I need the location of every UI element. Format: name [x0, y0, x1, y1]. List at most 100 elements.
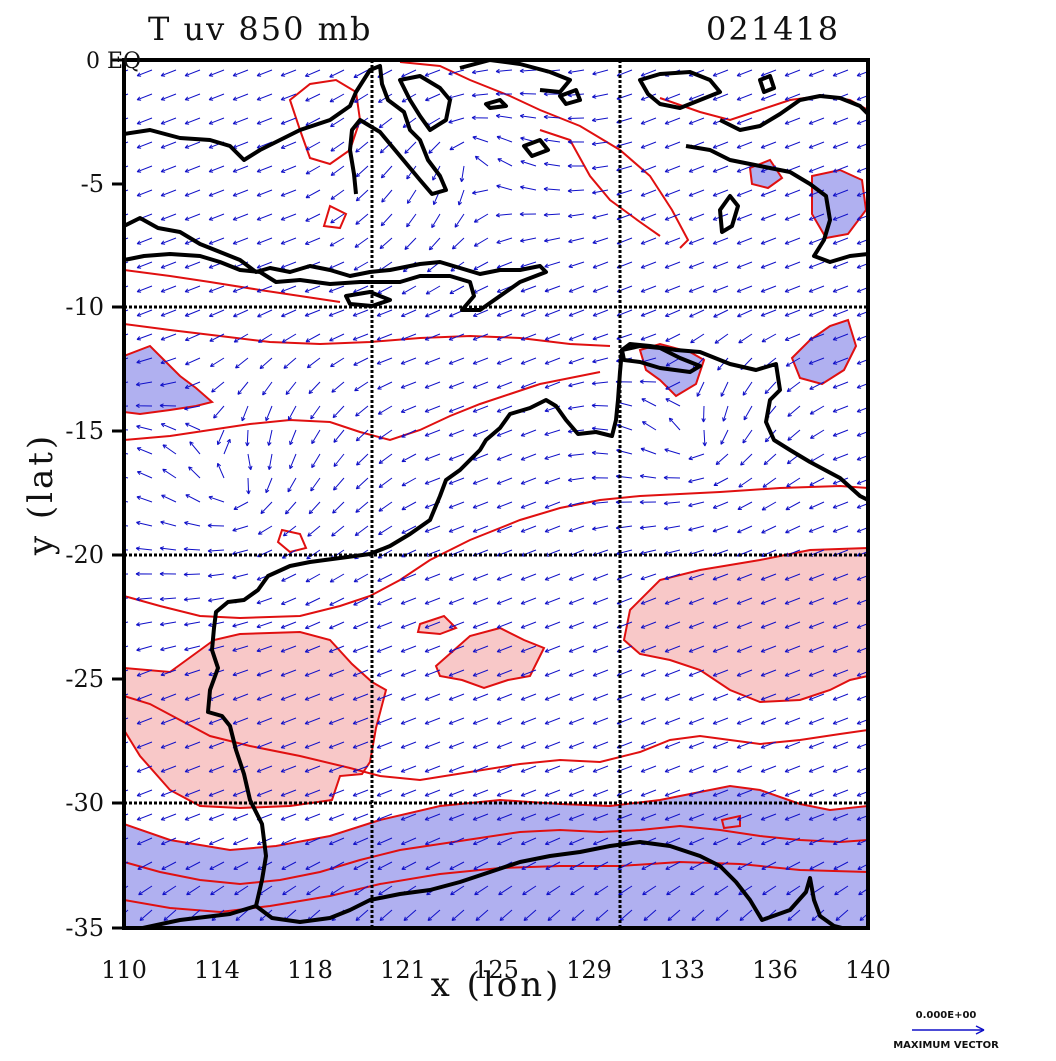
wind-vector-arrow: [856, 575, 868, 581]
wind-vector-arrow: [544, 477, 561, 485]
wind-vector-arrow: [520, 501, 537, 509]
wind-vector-arrow: [475, 909, 489, 921]
wind-vector-arrow: [702, 429, 707, 447]
wind-vector-arrow: [832, 261, 849, 269]
wind-vector-arrow: [304, 69, 321, 77]
wind-vector-arrow: [448, 357, 465, 365]
wind-vector-arrow: [355, 909, 369, 921]
wind-vector-arrow: [184, 381, 201, 389]
wind-vector-arrow: [235, 909, 249, 921]
wind-vector-arrow: [281, 573, 297, 582]
wind-vector-arrow: [496, 405, 513, 413]
wind-vector-arrow: [736, 645, 753, 653]
wind-vector-arrow: [448, 837, 465, 846]
wind-vector-arrow: [472, 837, 489, 846]
wind-vector-arrow: [135, 596, 153, 602]
wind-vector-arrow: [592, 837, 609, 846]
wind-vector-arrow: [185, 357, 201, 366]
wind-vector-arrow: [262, 934, 272, 947]
wind-vector-arrow: [377, 405, 393, 415]
wind-vector-arrow: [856, 311, 868, 317]
wind-vector-arrow: [640, 285, 657, 293]
wind-vector-arrow: [714, 333, 729, 344]
wind-vector-arrow: [784, 333, 801, 341]
wind-vector-arrow: [448, 621, 465, 629]
wind-vector-arrow: [808, 333, 825, 341]
wind-vector-arrow: [216, 462, 225, 479]
wind-vector-arrow: [856, 191, 868, 197]
wind-vector-arrow: [832, 669, 849, 677]
wind-vector-arrow: [496, 237, 513, 244]
wind-vector-arrow: [400, 333, 417, 341]
wind-vector-arrow: [160, 213, 177, 221]
y-tick-label: -30: [65, 789, 104, 817]
wind-vector-arrow: [640, 237, 657, 245]
y-tick-label: 0 EQ: [86, 49, 141, 74]
wind-vector-arrow: [856, 695, 868, 701]
wind-vector-arrow: [256, 669, 273, 677]
wind-vector-arrow: [235, 357, 249, 369]
wind-vector-arrow: [472, 717, 489, 725]
wind-vector-arrow: [520, 285, 537, 293]
wind-vector-arrow: [568, 813, 585, 821]
wind-vector-arrow: [784, 621, 801, 629]
wind-vector-arrow: [428, 141, 441, 154]
wind-vector-arrow: [473, 213, 489, 223]
plot-title: T uv 850 mb: [148, 10, 372, 48]
wind-vector-arrow: [304, 237, 321, 245]
wind-vector-arrow: [424, 405, 441, 413]
wind-vector-arrow: [306, 885, 321, 896]
wind-vector-arrow: [280, 261, 297, 269]
x-tick-label: 129: [566, 956, 612, 984]
wind-vector-arrow: [808, 789, 825, 797]
wind-vector-arrow: [740, 453, 753, 466]
x-tick-label: 118: [287, 956, 333, 984]
wind-vector-arrow: [760, 621, 777, 629]
wind-vector-arrow: [280, 621, 297, 629]
wind-vector-arrow: [310, 405, 321, 420]
wind-vector-arrow: [378, 885, 393, 896]
wind-vector-arrow: [742, 934, 752, 947]
wind-vector-arrow: [331, 381, 345, 393]
wind-vector-arrow: [136, 237, 153, 245]
y-tick-label: -35: [65, 914, 104, 942]
wind-vector-arrow: [690, 885, 705, 896]
wind-vector-arrow: [643, 909, 657, 921]
wind-vector-arrow: [160, 669, 177, 677]
wind-vector-arrow: [544, 261, 561, 268]
wind-vector-arrow: [832, 429, 849, 437]
wind-vector-arrow: [159, 596, 177, 602]
wind-vector-arrow: [712, 285, 729, 293]
wind-vector-arrow: [232, 165, 249, 173]
wind-vector-arrow: [311, 453, 321, 469]
wind-vector-arrow: [591, 475, 609, 481]
wind-vector-arrow: [376, 357, 393, 365]
wind-vector-arrow: [304, 837, 321, 846]
wind-vector-arrow: [424, 525, 441, 533]
wind-vector-arrow: [160, 69, 177, 77]
wind-vector-arrow: [448, 429, 465, 437]
wind-vector-arrow: [330, 141, 345, 152]
wind-vector-arrow: [377, 861, 393, 870]
wind-vector-arrow: [808, 117, 825, 125]
legend-vector-caption: MAXIMUM VECTOR: [893, 1040, 999, 1051]
wind-vector-arrow: [567, 188, 585, 194]
wind-vector-arrow: [688, 261, 705, 269]
wind-vector-arrow: [448, 573, 465, 581]
wind-vector-arrow: [592, 693, 609, 701]
wind-vector-arrow: [280, 69, 297, 77]
x-tick-label: 136: [752, 956, 798, 984]
cold-region-northeast: [790, 318, 858, 386]
wind-vector-arrow: [665, 861, 681, 870]
wind-vector-arrow: [208, 237, 225, 245]
wind-vector-arrow: [640, 573, 657, 581]
wind-vector-arrow: [520, 477, 537, 485]
wind-vector-arrow: [257, 333, 273, 343]
warm-region-east: [622, 546, 868, 704]
wind-vector-arrow: [664, 309, 681, 318]
wind-vector-arrow: [568, 693, 585, 701]
wind-vector-arrow: [496, 477, 513, 485]
wind-vector-arrow: [352, 717, 369, 725]
wind-vector-arrow: [473, 861, 489, 870]
wind-vector-arrow: [736, 69, 753, 77]
